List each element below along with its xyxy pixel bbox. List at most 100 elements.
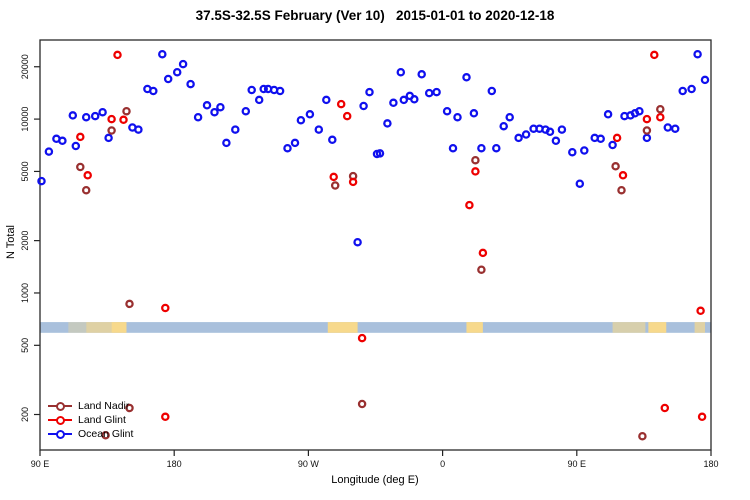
data-point [98,107,107,117]
svg-text:180: 180 [703,459,718,469]
data-point [375,149,385,158]
data-point [514,133,523,143]
data-point [462,73,471,82]
data-point [642,133,652,143]
data-point [329,172,338,182]
data-point [172,67,182,77]
data-point [432,87,441,97]
data-point [158,49,167,59]
legend-item-label: Land Glint [78,414,126,426]
series-land-nadir [76,104,665,441]
data-point [557,125,567,134]
data-point [76,162,85,172]
data-point [638,431,647,441]
data-point [612,133,622,143]
data-point [642,114,652,124]
data-point [471,155,480,165]
data-point [492,143,501,153]
data-point [314,125,324,134]
svg-text:20000: 20000 [20,54,30,79]
land-glint-marker-icon [48,415,72,425]
data-point [37,176,46,186]
svg-text:180: 180 [167,459,182,469]
data-point [81,112,91,122]
data-point [359,101,368,111]
svg-text:90 W: 90 W [298,459,320,469]
data-point [697,412,707,422]
data-point [216,102,225,112]
data-point [328,135,337,145]
data-point [603,110,613,119]
data-point [551,136,561,146]
data-point [383,119,392,128]
data-point [365,87,374,97]
legend: Land Nadir Land Glint Ocean Glint [48,399,133,441]
chart-title: 37.5S-32.5S February (Ver 10) 2015-01-01… [195,8,555,23]
data-point [678,86,687,96]
data-point [465,200,474,210]
x-axis-label: Longitude (deg E) [331,474,419,486]
data-point [521,130,531,139]
data-point [477,265,486,274]
data-point [568,147,577,157]
data-point [210,107,219,117]
data-point [241,106,251,116]
data-point [161,303,170,313]
data-point [283,143,292,153]
data-point [83,171,92,180]
svg-text:10000: 10000 [20,107,30,132]
data-point [275,86,285,96]
data-point [442,106,452,116]
data-point [410,95,419,104]
svg-text:500: 500 [20,338,30,353]
svg-text:2000: 2000 [20,231,30,251]
data-point [163,74,173,84]
svg-text:0: 0 [440,459,445,469]
data-point [471,167,480,176]
data-point [399,95,409,105]
data-point [336,99,346,109]
data-point [478,248,488,258]
data-point [499,121,508,131]
data-point [122,106,131,116]
data-point [417,70,426,79]
data-point [193,112,203,122]
land-nadir-marker-icon [48,401,72,411]
data-point [487,86,497,96]
data-point [656,112,665,122]
data-point [596,134,605,144]
data-point [44,147,54,156]
data-point [353,237,362,247]
data-point [101,430,110,440]
data-point [202,101,212,110]
data-point [125,403,134,413]
data-point [290,138,300,148]
data-point [618,171,628,180]
data-point [247,85,256,95]
data-point [357,399,367,409]
svg-text:5000: 5000 [20,161,30,181]
data-point [342,111,352,121]
data-point [222,138,231,148]
data-point [693,49,702,59]
data-point [389,98,398,108]
data-point [178,59,188,69]
ocean-glint-marker-icon [48,429,72,439]
data-point [477,143,486,153]
data-point [149,86,158,96]
svg-text:200: 200 [20,407,30,422]
legend-item-ocean-glint: Ocean Glint [48,427,133,441]
legend-item-land-glint: Land Glint [48,413,133,427]
data-point [663,123,673,132]
data-point [687,84,696,94]
data-point [348,177,358,187]
data-point [76,132,85,142]
data-point [453,112,462,122]
data-point [505,112,514,122]
legend-item-label: Ocean Glint [78,428,134,440]
data-point [107,126,116,135]
data-point [642,126,652,135]
data-point [81,185,91,195]
